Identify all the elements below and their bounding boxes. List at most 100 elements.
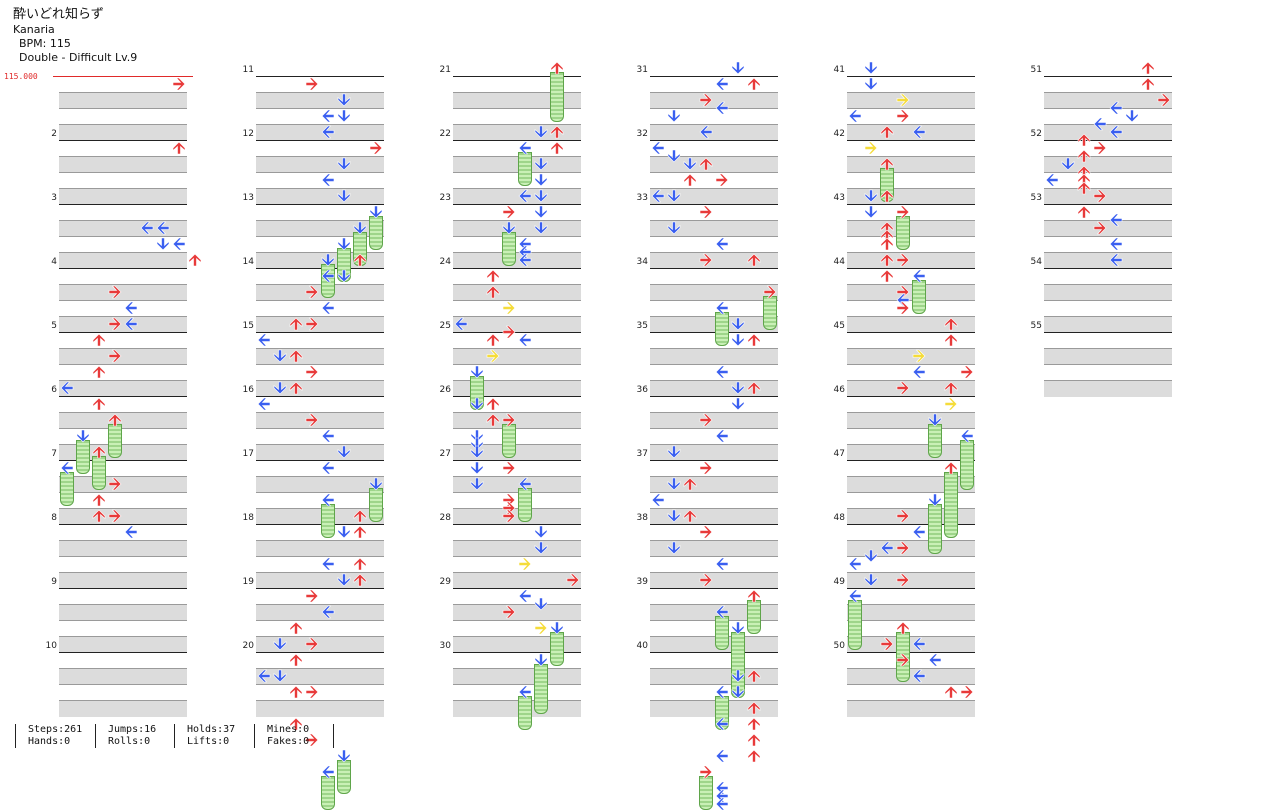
measure-line	[650, 204, 778, 205]
arrow-up-icon	[485, 284, 501, 300]
hold-note	[337, 760, 351, 794]
beat-bar	[59, 572, 187, 589]
arrow-down-icon	[863, 76, 879, 92]
beat-bar	[650, 188, 778, 205]
arrow-right-icon	[762, 284, 778, 300]
arrow-up-icon	[746, 732, 762, 748]
measure-number: 28	[439, 513, 451, 523]
arrow-right-icon	[304, 684, 320, 700]
arrow-left-icon	[650, 492, 666, 508]
measure-line	[1044, 268, 1172, 269]
beat-bar	[453, 508, 581, 525]
measure-line	[1044, 76, 1172, 77]
beat-line	[256, 492, 384, 493]
beat-bar	[1044, 348, 1172, 365]
hold-note	[369, 216, 383, 250]
arrow-up-icon	[485, 268, 501, 284]
measure-line	[256, 396, 384, 397]
beat-bar	[453, 572, 581, 589]
arrow-up-icon	[352, 252, 368, 268]
measure-line	[256, 588, 384, 589]
arrow-down-icon	[272, 668, 288, 684]
beat-bar	[256, 92, 384, 109]
beat-bar	[453, 316, 581, 333]
bpm-label: BPM: 115	[19, 37, 71, 50]
measure-number: 42	[833, 129, 845, 139]
arrow-up-icon	[288, 620, 304, 636]
arrow-down-icon	[666, 508, 682, 524]
beat-bar	[59, 540, 187, 557]
arrow-up-icon	[288, 716, 304, 732]
measure-number: 27	[439, 449, 451, 459]
measure-line	[847, 76, 975, 77]
measure-line	[453, 268, 581, 269]
beat-line	[1044, 108, 1172, 109]
arrow-up-icon	[91, 396, 107, 412]
beat-bar	[256, 444, 384, 461]
measure-number: 30	[439, 641, 451, 651]
arrow-right-icon	[1092, 140, 1108, 156]
stat-rolls: Rolls:0	[108, 736, 151, 747]
beat-bar	[256, 700, 384, 717]
beat-bar	[256, 188, 384, 205]
arrow-left-icon	[1108, 252, 1124, 268]
beat-line	[256, 236, 384, 237]
arrow-left-icon	[320, 268, 336, 284]
arrow-right-icon	[714, 172, 730, 188]
chart-column: 21 22 23 24 25 26 27 28 29 30	[440, 61, 589, 730]
beat-bar	[256, 476, 384, 493]
arrow-left-icon	[911, 364, 927, 380]
arrow-up-icon	[1076, 132, 1092, 148]
arrow-down-icon	[272, 636, 288, 652]
beat-line	[453, 108, 581, 109]
arrow-down-icon	[863, 572, 879, 588]
arrow-left-icon	[650, 140, 666, 156]
beat-bar	[59, 668, 187, 685]
arrow-left-icon	[911, 268, 927, 284]
arrow-up-icon	[549, 140, 565, 156]
arrow-up-icon	[187, 252, 203, 268]
arrow-right-icon	[304, 588, 320, 604]
measure-line	[847, 460, 975, 461]
arrow-left-icon	[320, 764, 336, 780]
arrow-left-icon	[714, 76, 730, 92]
song-title: 酔いどれ知らず	[13, 7, 104, 22]
arrow-up-icon	[746, 380, 762, 396]
beat-bar	[453, 540, 581, 557]
measure-line	[453, 588, 581, 589]
measure-number: 5	[51, 321, 57, 331]
stat-mines: Mines:0	[267, 724, 310, 735]
beat-bar	[1044, 156, 1172, 173]
arrow-left-icon	[911, 668, 927, 684]
beat-bar	[59, 380, 187, 397]
hold-note	[912, 280, 926, 314]
beat-line	[256, 172, 384, 173]
beat-line	[453, 684, 581, 685]
arrow-right-icon	[895, 540, 911, 556]
arrow-right-icon	[501, 460, 517, 476]
beat-bar	[650, 636, 778, 653]
arrow-left-icon	[911, 524, 927, 540]
beat-bar	[256, 636, 384, 653]
beat-line	[256, 684, 384, 685]
arrow-left-icon	[256, 332, 272, 348]
beat-bar	[59, 220, 187, 237]
beat-line	[1044, 364, 1172, 365]
arrow-left-icon	[1108, 100, 1124, 116]
arrow-down-icon	[336, 748, 352, 764]
beat-bar	[847, 252, 975, 269]
beat-bar	[59, 156, 187, 173]
measure-line	[650, 332, 778, 333]
arrow-down-icon	[336, 444, 352, 460]
arrow-down-icon	[666, 148, 682, 164]
beat-line	[453, 492, 581, 493]
beat-line	[847, 300, 975, 301]
beat-bar	[650, 348, 778, 365]
beat-bar	[453, 92, 581, 109]
beat-bar	[847, 572, 975, 589]
beat-bar	[59, 284, 187, 301]
measure-number: 32	[636, 129, 648, 139]
arrow-right-icon	[1092, 188, 1108, 204]
arrow-right-icon	[304, 316, 320, 332]
arrow-left-icon	[959, 428, 975, 444]
